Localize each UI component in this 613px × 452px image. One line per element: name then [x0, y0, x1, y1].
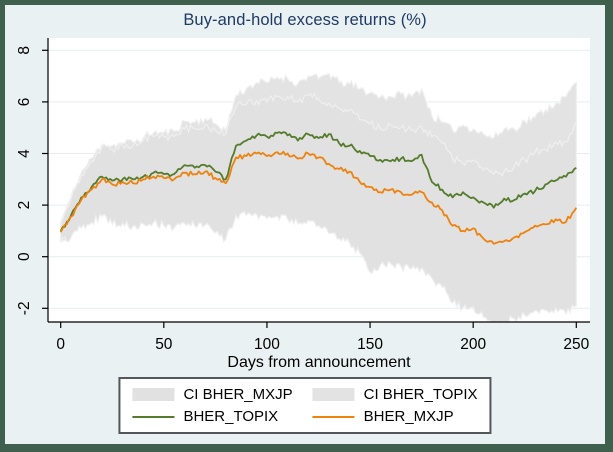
legend-item-ci-bher-mxjp: CI BHER_MXJP [132, 386, 293, 403]
x-tick-label: 150 [357, 336, 383, 353]
legend: CI BHER_MXJP CI BHER_TOPIX BHER_TOPIX BHER_… [118, 377, 492, 434]
y-tick-label: 8 [16, 46, 33, 55]
y-tick-label: 2 [16, 201, 33, 210]
legend-label: BHER_TOPIX [183, 408, 279, 425]
bher-mxjp-line [59, 150, 578, 245]
series-lines [59, 131, 578, 245]
y-tick-label: 4 [16, 149, 33, 158]
legend-label: BHER_MXJP [363, 408, 454, 425]
legend-label: CI BHER_TOPIX [363, 386, 478, 403]
legend-item-ci-bher-topix: CI BHER_TOPIX [312, 386, 478, 403]
x-tick-label: 0 [56, 336, 65, 353]
y-tick-label: 6 [16, 98, 33, 107]
ci-band-ci-bher-mxjp [60, 92, 577, 322]
y-tick-label: 0 [16, 252, 33, 261]
line-swatch [312, 415, 355, 418]
legend-item-bher-mxjp: BHER_MXJP [312, 408, 478, 425]
x-tick-label: 200 [460, 336, 486, 353]
legend-item-bher-topix: BHER_TOPIX [132, 408, 292, 425]
axes: -2 0 2 4 6 8 0 50 100 150 200 250 [16, 38, 590, 353]
line-swatch [132, 415, 175, 418]
chart-title: Buy-and-hold excess returns (%) [183, 11, 427, 29]
x-tick-label: 250 [563, 336, 589, 353]
legend-label: CI BHER_MXJP [183, 386, 293, 403]
x-axis-title: Days from announcement [227, 354, 411, 371]
y-tick-label: -2 [16, 301, 33, 315]
chart-canvas: -2 0 2 4 6 8 0 50 100 150 200 250 [16, 38, 590, 353]
ci-band-swatch [132, 388, 175, 401]
ci-bands [60, 72, 577, 322]
x-tick-label: 100 [254, 336, 280, 353]
x-tick-label: 50 [155, 336, 173, 353]
ci-band-swatch [312, 388, 355, 401]
